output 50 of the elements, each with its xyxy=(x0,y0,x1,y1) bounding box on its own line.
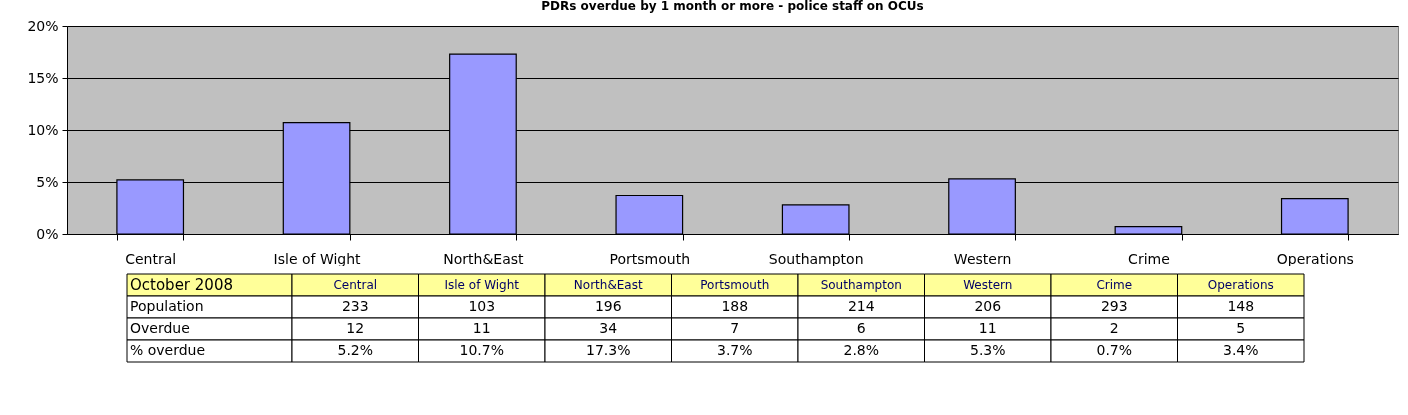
x-tick-label: Operations xyxy=(1276,250,1354,267)
data-label: 5.2% xyxy=(337,342,374,358)
category-label: Isle of Wight xyxy=(444,278,520,292)
category-label: Western xyxy=(963,278,1013,292)
x-tick-label: Isle of Wight xyxy=(273,250,362,267)
x-tick-label: Portsmouth xyxy=(609,250,691,267)
data-label: 3.7% xyxy=(716,342,753,358)
data-label: 148 xyxy=(1227,298,1255,314)
x-tick-label: North&East xyxy=(443,250,525,267)
data-label: 293 xyxy=(1100,298,1128,314)
y-tick-label: 0% xyxy=(36,225,59,242)
data-label: 2.8% xyxy=(843,342,880,358)
y-tick-label: 5% xyxy=(36,173,59,190)
data-label: 6 xyxy=(856,320,866,336)
text: Overdue xyxy=(130,320,190,336)
data-label: 214 xyxy=(847,298,875,314)
data-label: 0.7% xyxy=(1096,342,1133,358)
data-label: 196 xyxy=(594,298,622,314)
data-label: 2 xyxy=(1109,320,1119,336)
data-label: 11 xyxy=(978,320,997,336)
data-label: 10.7% xyxy=(459,342,504,358)
text: % overdue xyxy=(130,342,206,358)
data-label: 233 xyxy=(341,298,369,314)
category-label: Crime xyxy=(1096,278,1133,292)
data-label: 5 xyxy=(1236,320,1246,336)
data-label: 188 xyxy=(721,298,749,314)
x-tick-label: Western xyxy=(953,250,1012,267)
data-label: 206 xyxy=(974,298,1002,314)
data-label: 34 xyxy=(599,320,618,336)
data-label: 103 xyxy=(468,298,496,314)
data-label: 7 xyxy=(730,320,740,336)
x-tick-label: Crime xyxy=(1128,250,1170,267)
category-label: Operations xyxy=(1207,278,1274,292)
category-label: Central xyxy=(333,278,378,292)
x-tick-label: Central xyxy=(125,250,177,267)
data-label: 5.3% xyxy=(969,342,1006,358)
y-tick-label: 10% xyxy=(27,121,59,138)
data-label: 12 xyxy=(346,320,365,336)
y-tick-label: 20% xyxy=(27,17,59,34)
category-label: North&East xyxy=(573,278,643,292)
category-label: Southampton xyxy=(820,278,902,292)
x-tick-label: Southampton xyxy=(768,250,864,267)
data-label: 3.4% xyxy=(1222,342,1259,358)
category-label: Portsmouth xyxy=(700,278,770,292)
data-label: 11 xyxy=(472,320,491,336)
text: Population xyxy=(130,298,204,314)
text: October 2008 xyxy=(130,276,233,294)
chart-title: PDRs overdue by 1 month or more - police staff on OCUs xyxy=(541,0,924,13)
y-tick-label: 15% xyxy=(27,69,59,86)
data-label: 17.3% xyxy=(586,342,631,358)
